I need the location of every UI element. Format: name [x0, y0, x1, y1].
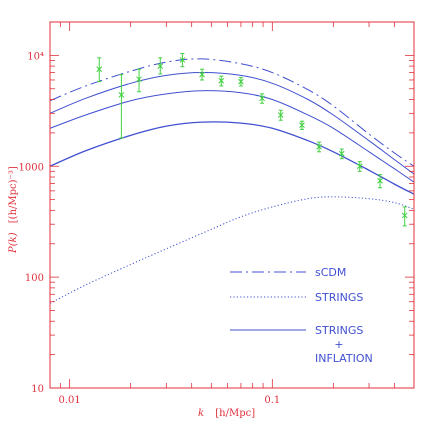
point-marker [338, 150, 345, 157]
series-line-strings-inflation-4 [50, 121, 414, 195]
point-marker [299, 122, 305, 128]
legend-label: sCDM [315, 266, 346, 279]
data-point [338, 148, 345, 160]
y-tick-label: 1000 [19, 162, 44, 173]
x-tick-label: 0.01 [59, 395, 81, 406]
data-point [157, 57, 164, 75]
data-point [238, 77, 244, 87]
data-point [299, 120, 305, 130]
legend-label: STRINGS [315, 324, 363, 337]
y-tick-label: 10⁴ [27, 51, 44, 62]
y-tick-label: 10 [31, 384, 44, 395]
data-points-layer [96, 52, 408, 227]
series-line-scdm [50, 58, 414, 167]
x-axis-units: [h/Mpc] [215, 408, 255, 419]
y-axis-symbol: P(k) [8, 232, 19, 254]
point-marker [157, 63, 164, 69]
series-line-strings-inflation-3 [50, 90, 414, 183]
point-marker [179, 57, 186, 63]
data-point [377, 174, 383, 189]
x-tick-label: 0.1 [264, 395, 280, 406]
series-line-strings [50, 196, 414, 304]
x-axis-label: k [h/Mpc] [198, 408, 255, 419]
point-marker [96, 66, 103, 73]
legend-label: INFLATION [315, 352, 373, 365]
point-marker [118, 92, 125, 98]
data-point [277, 109, 284, 121]
y-axis-units: [(h/Mpc)⁻³] [8, 166, 19, 223]
data-point [316, 141, 322, 153]
data-point [179, 52, 186, 68]
curves-layer [50, 58, 414, 304]
point-marker [136, 76, 142, 83]
data-point [356, 161, 363, 172]
point-marker [277, 112, 284, 118]
data-point [96, 57, 103, 83]
axis-ticks-layer [49, 21, 415, 389]
series-line-strings-inflation-2 [50, 72, 414, 175]
y-axis-label: P(k) [(h/Mpc)⁻³] [8, 166, 19, 254]
point-marker [401, 212, 408, 219]
point-marker [356, 163, 363, 170]
data-point [259, 93, 265, 104]
point-marker [218, 77, 225, 84]
point-marker [199, 71, 205, 78]
data-point [199, 68, 205, 81]
data-point [401, 206, 408, 227]
point-marker [316, 143, 322, 150]
data-point [136, 68, 142, 93]
data-point [118, 74, 125, 139]
y-tick-label: 100 [25, 273, 44, 284]
point-marker [377, 177, 383, 184]
data-point [218, 75, 225, 87]
tick-labels-layer: 0.01 0.1 10 100 1000 10⁴ [19, 51, 281, 406]
point-marker [259, 95, 265, 102]
point-marker [238, 78, 244, 85]
axis-labels-layer: k [h/Mpc] P(k) [(h/Mpc)⁻³] [8, 166, 255, 419]
plot-frame [49, 21, 415, 389]
legend-label: + [334, 338, 343, 351]
legend-label: STRINGS [315, 291, 363, 304]
x-axis-symbol: k [198, 408, 204, 419]
